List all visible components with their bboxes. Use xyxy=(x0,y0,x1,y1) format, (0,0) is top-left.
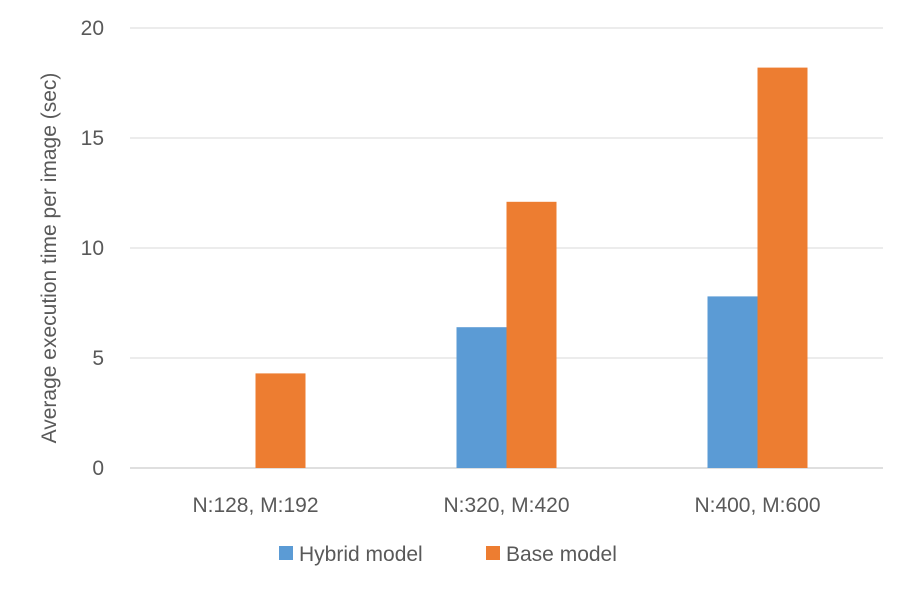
x-axis-categories: N:128, M:192 N:320, M:420 N:400, M:600 xyxy=(192,494,820,517)
y-tick-label: 20 xyxy=(81,17,104,40)
bar-hybrid-model-1 xyxy=(456,327,507,468)
bar-base-model-1 xyxy=(506,201,557,469)
x-category-label: N:128, M:192 xyxy=(192,494,318,517)
x-category-label: N:400, M:600 xyxy=(694,494,820,517)
y-tick-label: 5 xyxy=(92,347,104,370)
y-axis-ticks: 0 5 10 15 20 xyxy=(81,17,104,480)
bar-base-model-2 xyxy=(757,67,808,468)
legend: Hybrid model Base model xyxy=(279,543,617,566)
y-tick-label: 15 xyxy=(81,127,104,150)
legend-label: Base model xyxy=(506,543,617,566)
x-category-label: N:320, M:420 xyxy=(443,494,569,517)
bar-hybrid-model-2 xyxy=(707,296,758,468)
legend-swatch-hybrid-model xyxy=(279,546,293,560)
bar-base-model-0 xyxy=(255,373,306,468)
y-axis-label: Average execution time per image (sec) xyxy=(38,73,61,444)
legend-label: Hybrid model xyxy=(299,543,423,566)
y-tick-label: 10 xyxy=(81,237,104,260)
legend-swatch-base-model xyxy=(486,546,500,560)
y-tick-label: 0 xyxy=(92,457,104,480)
bars xyxy=(255,67,808,469)
